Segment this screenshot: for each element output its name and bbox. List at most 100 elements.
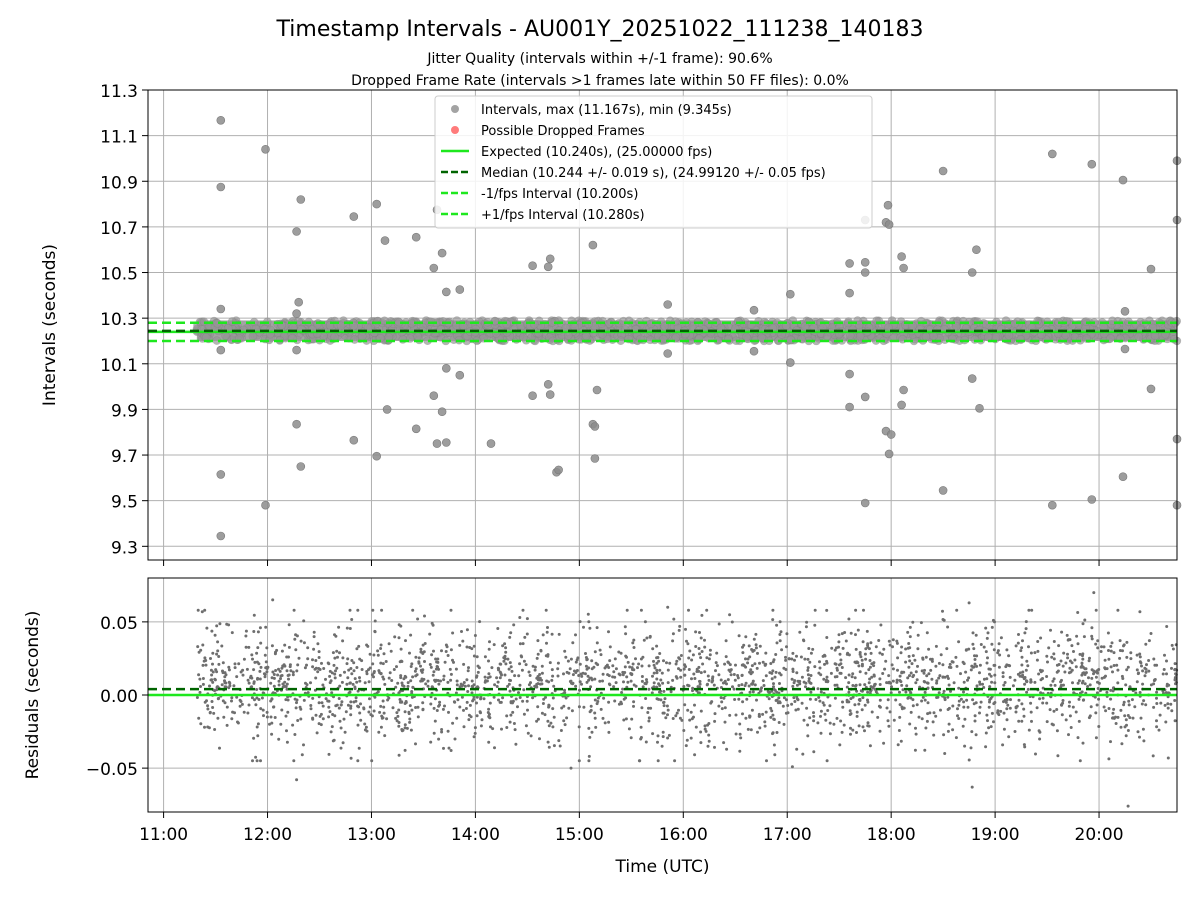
residual-point	[898, 674, 902, 678]
residual-point	[722, 696, 726, 700]
residual-point	[920, 717, 924, 721]
residual-point	[823, 712, 827, 716]
residual-point	[419, 664, 422, 668]
residual-point	[521, 608, 525, 612]
residual-point	[858, 697, 862, 701]
residual-point	[379, 704, 383, 708]
residual-point	[368, 705, 372, 709]
residual-point	[473, 634, 477, 637]
residual-point	[1067, 733, 1070, 737]
residual-point	[495, 676, 499, 680]
residual-point	[314, 713, 318, 717]
interval-outlier-point	[372, 199, 382, 209]
residual-point	[399, 647, 403, 651]
residual-point	[540, 671, 544, 675]
residual-point	[1109, 697, 1113, 701]
residual-point	[409, 633, 413, 637]
residual-point	[890, 685, 893, 689]
residual-point	[1001, 671, 1005, 675]
residual-extreme-point	[271, 598, 275, 602]
residual-point	[440, 728, 444, 731]
residual-point	[1144, 667, 1148, 671]
residual-point	[1138, 735, 1141, 739]
residual-point	[357, 705, 361, 709]
residual-point	[578, 620, 582, 624]
residual-point	[870, 710, 874, 714]
residual-point	[1069, 670, 1073, 674]
residual-point	[1039, 636, 1043, 640]
residual-point	[370, 759, 374, 763]
residual-point	[303, 666, 307, 670]
residual-point	[937, 661, 941, 665]
residual-point	[225, 723, 229, 727]
residual-point	[717, 673, 721, 677]
residual-point	[772, 717, 776, 721]
residual-point	[738, 749, 742, 753]
residual-point	[436, 657, 440, 661]
residual-point	[211, 662, 214, 666]
residual-point	[762, 684, 766, 687]
residual-point	[891, 638, 895, 642]
residual-point	[951, 660, 955, 664]
residual-point	[990, 642, 994, 646]
residual-point	[205, 699, 208, 703]
interval-point	[854, 320, 864, 330]
residual-point	[881, 672, 885, 675]
residual-point	[775, 623, 779, 627]
residual-point	[923, 690, 927, 694]
residual-point	[1059, 683, 1063, 687]
residual-point	[1045, 720, 1049, 724]
residual-point	[900, 671, 904, 675]
residual-point	[493, 683, 497, 687]
residual-point	[975, 664, 979, 668]
residual-point	[759, 689, 763, 693]
residual-point	[1173, 699, 1177, 702]
residual-point	[520, 655, 524, 659]
residual-point	[838, 671, 842, 675]
intervals-legend: Intervals, max (11.167s), min (9.345s)Po…	[434, 95, 873, 229]
residual-point	[1023, 676, 1027, 679]
residual-point	[992, 648, 996, 652]
residual-point	[724, 639, 728, 643]
residual-point	[666, 668, 670, 672]
residual-point	[733, 698, 737, 701]
interval-outlier-point	[372, 451, 382, 461]
residual-point	[627, 727, 631, 731]
residual-point	[232, 684, 236, 688]
residual-point	[1081, 741, 1085, 745]
residual-point	[414, 655, 418, 659]
residual-point	[900, 645, 904, 649]
residual-point	[280, 708, 284, 712]
residual-point	[732, 673, 736, 676]
residual-point	[841, 700, 844, 704]
residual-point	[217, 696, 221, 700]
residual-point	[1017, 633, 1020, 636]
residual-point	[359, 702, 362, 706]
residual-point	[653, 666, 657, 670]
residual-point	[211, 670, 215, 674]
residual-point	[974, 633, 978, 637]
residual-point	[952, 681, 956, 685]
residual-point	[415, 673, 419, 677]
residual-point	[1141, 682, 1145, 686]
residual-point	[621, 673, 625, 677]
residual-point	[683, 673, 687, 677]
residual-point	[956, 714, 959, 718]
residual-point	[487, 647, 491, 651]
residual-point	[792, 696, 796, 700]
residual-point	[1073, 658, 1077, 662]
residual-point	[210, 673, 214, 677]
residual-point	[970, 730, 974, 734]
residual-point	[294, 633, 298, 637]
residual-point	[885, 681, 889, 685]
residual-point	[825, 608, 829, 612]
residual-point	[862, 608, 865, 612]
interval-outlier-point	[411, 232, 421, 242]
residual-point	[379, 643, 383, 647]
residual-point	[1127, 699, 1131, 703]
residual-point	[1033, 680, 1037, 684]
residual-point	[598, 648, 602, 652]
residual-point	[687, 656, 691, 660]
legend-entry-label: +1/fps Interval (10.280s)	[481, 208, 645, 223]
residual-point	[773, 675, 777, 679]
